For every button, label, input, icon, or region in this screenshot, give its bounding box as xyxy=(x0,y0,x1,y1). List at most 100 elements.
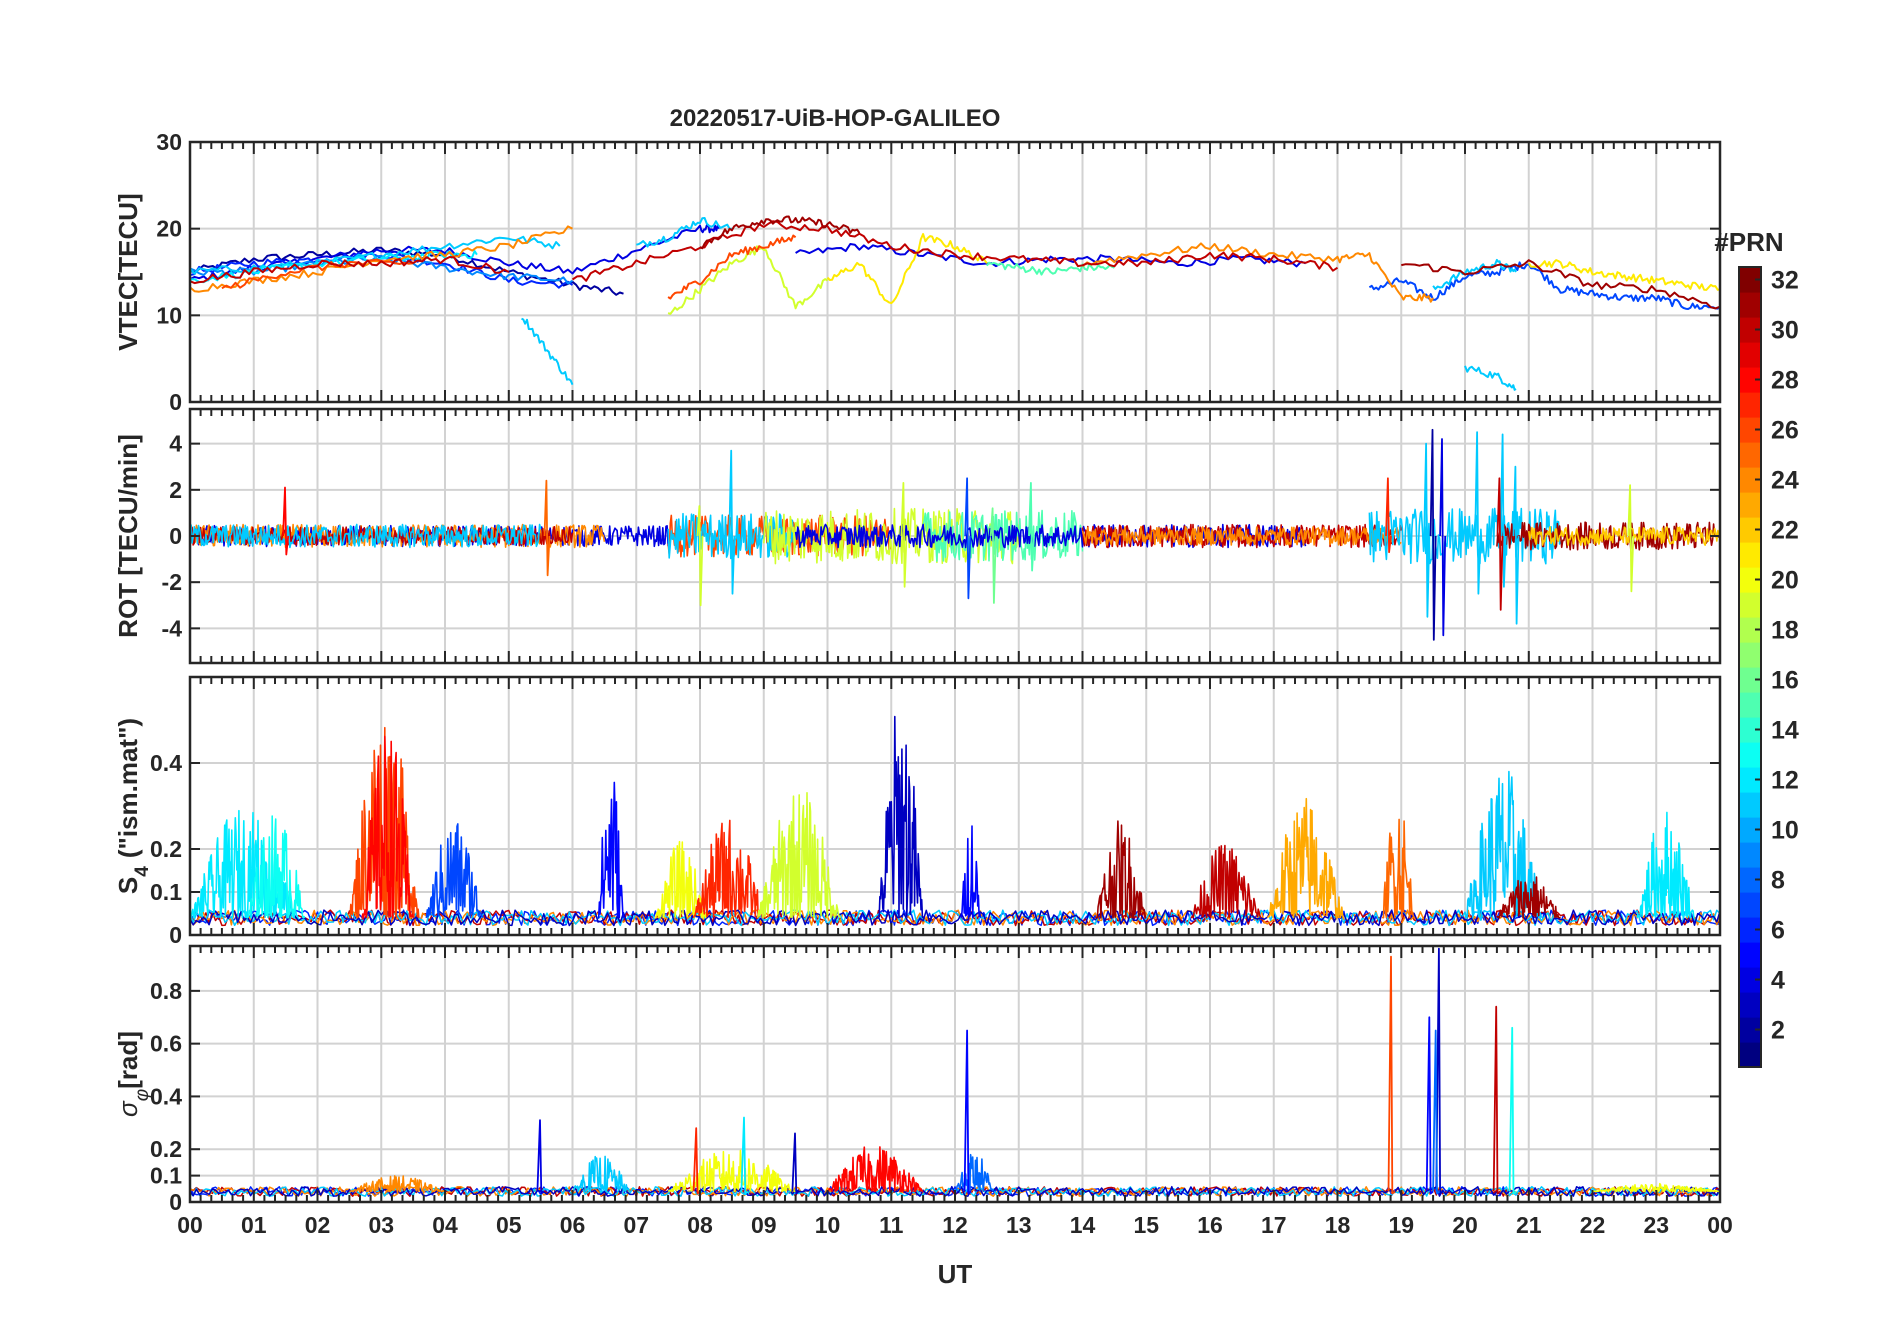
series-prn-26 xyxy=(667,234,797,300)
burst-prn-3 xyxy=(877,715,924,919)
x-tick-label: 19 xyxy=(1388,1212,1414,1238)
x-tick-label: 18 xyxy=(1325,1212,1351,1238)
x-tick-label: 10 xyxy=(815,1212,841,1238)
y-tick-label: 0 xyxy=(169,922,182,948)
y-axis-label: S4 ("ism.mat") xyxy=(113,718,153,894)
y-tick-label: 0.2 xyxy=(150,836,182,862)
colorbar-tick-label: 28 xyxy=(1771,367,1799,395)
colorbar-cell xyxy=(1739,492,1761,518)
x-tick-label: 16 xyxy=(1197,1212,1223,1238)
x-tick-label: 06 xyxy=(560,1212,586,1238)
panel-sigma_phi: 00.10.2 0.4 0.6 0.8 σφ[rad] xyxy=(113,944,1722,1215)
series-prn-30 xyxy=(190,256,510,285)
panel-s4: 0 0.1 0.2 0.4 S4 ("ism.mat") xyxy=(113,675,1722,948)
baseline-prn-11 xyxy=(190,909,1720,927)
data-layer xyxy=(190,715,1720,927)
series-prn-31 xyxy=(1401,259,1720,310)
spike-prn-3 xyxy=(1435,947,1444,1195)
series-prn-4 xyxy=(795,243,1306,268)
burst-prn-20 xyxy=(667,1149,796,1193)
y-tick-label: 4 xyxy=(169,431,182,457)
colorbar-cell xyxy=(1739,967,1761,993)
x-tick-label: 03 xyxy=(368,1212,394,1238)
spike-prn-11 xyxy=(1499,433,1507,588)
burst-prn-28 xyxy=(826,1146,924,1193)
burst-prn-30 xyxy=(1190,844,1262,919)
colorbar-cell xyxy=(1739,1042,1761,1068)
x-tick-label: 04 xyxy=(432,1212,458,1238)
spike-prn-13 xyxy=(1508,1026,1517,1195)
colorbar-cell xyxy=(1739,917,1761,943)
burst-prn-24 xyxy=(349,1175,446,1193)
x-tick-label: 12 xyxy=(942,1212,968,1238)
spike-prn-30 xyxy=(1496,477,1504,611)
burst-prn-5 xyxy=(597,781,625,919)
colorbar-tick-label: 26 xyxy=(1771,417,1799,445)
x-ticks xyxy=(189,677,1721,935)
series-prn-11 xyxy=(190,523,542,549)
y-tick-label: 10 xyxy=(156,302,182,328)
colorbar-cell xyxy=(1739,567,1761,593)
y-tick-label: 0.2 xyxy=(150,1136,182,1162)
x-tick-label: 22 xyxy=(1580,1212,1606,1238)
x-tick-label: 17 xyxy=(1261,1212,1287,1238)
series-prn-11 xyxy=(636,217,732,248)
y-tick-label: 20 xyxy=(156,216,182,242)
colorbar-cell xyxy=(1739,642,1761,668)
colorbar-tick-label: 16 xyxy=(1771,667,1799,695)
spike-prn-27 xyxy=(1385,477,1392,554)
colorbar-cell xyxy=(1739,417,1761,443)
spike-prn-15 xyxy=(1028,482,1035,572)
spike-prn-16 xyxy=(989,507,997,604)
x-tick-label: 23 xyxy=(1643,1212,1669,1238)
spike-prn-19 xyxy=(1627,484,1635,593)
spike-prn-26 xyxy=(1387,955,1396,1195)
x-tick-label: 13 xyxy=(1006,1212,1032,1238)
y-tick-label: 0 xyxy=(169,1189,182,1215)
burst-prn-13 xyxy=(246,815,306,919)
colorbar-cell xyxy=(1739,992,1761,1018)
panel-rot: -4 -2 0 2 4 ROT [TECU/min] xyxy=(113,407,1722,665)
x-axis-label: UT xyxy=(938,1259,973,1289)
x-tick-label: 01 xyxy=(241,1212,267,1238)
baseline-prn-3 xyxy=(190,909,1720,927)
spike-prn-5 xyxy=(1425,1016,1434,1195)
spike-prn-12 xyxy=(740,1116,749,1195)
colorbar-cell xyxy=(1739,842,1761,868)
series-prn-30 xyxy=(1081,523,1403,549)
series-prn-9 xyxy=(190,254,574,285)
x-tick-label: 20 xyxy=(1452,1212,1478,1238)
colorbar-cell xyxy=(1739,742,1761,768)
spike-prn-27 xyxy=(692,1127,701,1195)
spike-prn-7 xyxy=(964,477,972,600)
spike-prn-4 xyxy=(1439,438,1447,637)
colorbar-tick-label: 32 xyxy=(1771,267,1799,295)
spike-prn-3 xyxy=(791,1132,800,1195)
y-tick-label: 0.4 xyxy=(150,1083,182,1109)
colorbar-cell xyxy=(1739,367,1761,393)
colorbar-cell xyxy=(1739,317,1761,343)
burst-prn-8 xyxy=(954,1153,995,1192)
series-prn-19 xyxy=(763,507,1020,565)
burst-prn-31 xyxy=(1094,820,1147,919)
series-prn-11 xyxy=(521,317,574,386)
series-prn-24 xyxy=(1081,242,1434,303)
colorbar-cell xyxy=(1739,342,1761,368)
y-tick-label: 0.6 xyxy=(150,1031,182,1057)
colorbar-tick-label: 12 xyxy=(1771,767,1799,795)
colorbar-tick-label: 2 xyxy=(1771,1017,1785,1045)
colorbar-tick-label: 24 xyxy=(1771,467,1799,495)
series-prn-11 xyxy=(1432,258,1517,290)
colorbar-cell xyxy=(1739,867,1761,893)
colorbar-tick-label: 8 xyxy=(1771,867,1785,895)
spike-prn-30 xyxy=(1492,1005,1501,1195)
x-tick-label: 07 xyxy=(623,1212,649,1238)
y-axis-label: ROT [TECU/min] xyxy=(113,434,143,638)
series-prn-24 xyxy=(1081,526,1402,546)
colorbar-cell xyxy=(1739,592,1761,618)
x-tick-label: 11 xyxy=(879,1212,904,1238)
spike-prn-11 xyxy=(728,449,736,595)
colorbar-cell xyxy=(1739,442,1761,468)
